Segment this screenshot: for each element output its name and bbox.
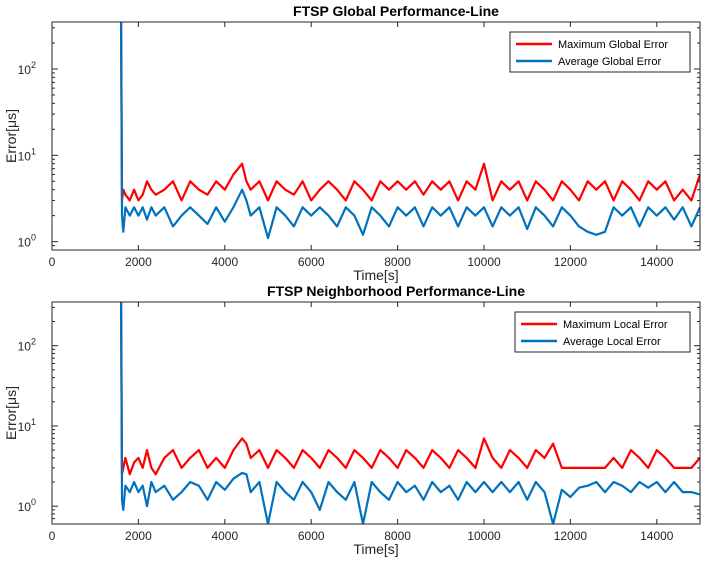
y-tick-base: 10 [18, 236, 32, 250]
y-tick-base: 10 [18, 340, 32, 354]
legend-label: Average Global Error [558, 56, 661, 68]
legend: Maximum Global Error Average Global Error [509, 31, 691, 73]
y-tick-label: 100 [18, 497, 36, 514]
legend-label: Average Local Error [563, 336, 661, 348]
y-tick-label: 102 [18, 60, 36, 77]
y-tick-exponent: 2 [31, 60, 36, 70]
series-group [120, 22, 700, 240]
x-tick-label: 2000 [125, 255, 152, 269]
legend-box [509, 31, 691, 73]
x-tick-label: 10000 [467, 529, 501, 543]
series-line-average [120, 302, 700, 524]
x-tick-label: 2000 [125, 529, 152, 543]
legend-box [514, 311, 691, 353]
y-tick-exponent: 0 [31, 233, 36, 243]
legend-label: Maximum Local Error [563, 319, 668, 331]
axes-box [51, 301, 701, 525]
y-tick-exponent: 1 [31, 417, 36, 427]
x-tick-label: 8000 [384, 529, 411, 543]
x-tick-label: 4000 [211, 529, 238, 543]
chart-title: FTSP Global Performance-Line [293, 3, 499, 19]
x-tick-label: 6000 [298, 529, 325, 543]
legend: Maximum Local Error Average Local Error [514, 311, 691, 353]
chart-panel-neighborhood: 0 2000 4000 6000 8000 10000 12000 1400010010110… [3, 283, 701, 557]
y-axis-label: Error[μs] [3, 109, 19, 163]
x-tick-label: 4000 [211, 255, 238, 269]
x-tick-label: 0 [49, 529, 56, 543]
y-tick-exponent: 2 [31, 337, 36, 347]
y-tick-label: 100 [18, 233, 36, 250]
axes-box [51, 21, 701, 251]
y-axis-label: Error[μs] [3, 386, 19, 440]
chart-title: FTSP Neighborhood Performance-Line [267, 283, 525, 299]
x-tick-label: 0 [49, 255, 56, 269]
x-tick-label: 6000 [298, 255, 325, 269]
y-tick-label: 102 [18, 337, 36, 354]
x-axis-label: Time[s] [353, 267, 398, 283]
legend-label: Maximum Global Error [558, 39, 668, 51]
y-tick-exponent: 0 [31, 497, 36, 507]
y-tick-exponent: 1 [31, 146, 36, 156]
series-line-maximum [120, 22, 700, 202]
y-tick-base: 10 [18, 500, 32, 514]
series-group [120, 302, 700, 524]
y-tick-base: 10 [18, 149, 32, 163]
x-tick-label: 14000 [640, 255, 674, 269]
y-tick-label: 101 [18, 146, 36, 163]
y-tick-label: 101 [18, 417, 36, 434]
x-tick-label: 8000 [384, 255, 411, 269]
x-tick-label: 12000 [554, 529, 588, 543]
series-line-maximum [120, 302, 700, 476]
x-tick-label: 12000 [554, 255, 588, 269]
y-tick-base: 10 [18, 63, 32, 77]
y-tick-base: 10 [18, 420, 32, 434]
x-tick-label: 10000 [467, 255, 501, 269]
series-line-average [120, 22, 700, 240]
x-tick-label: 14000 [640, 529, 674, 543]
x-axis-label: Time[s] [353, 541, 398, 557]
chart-panel-global: 0 2000 4000 6000 8000 10000 12000 1400010010110… [3, 3, 701, 283]
